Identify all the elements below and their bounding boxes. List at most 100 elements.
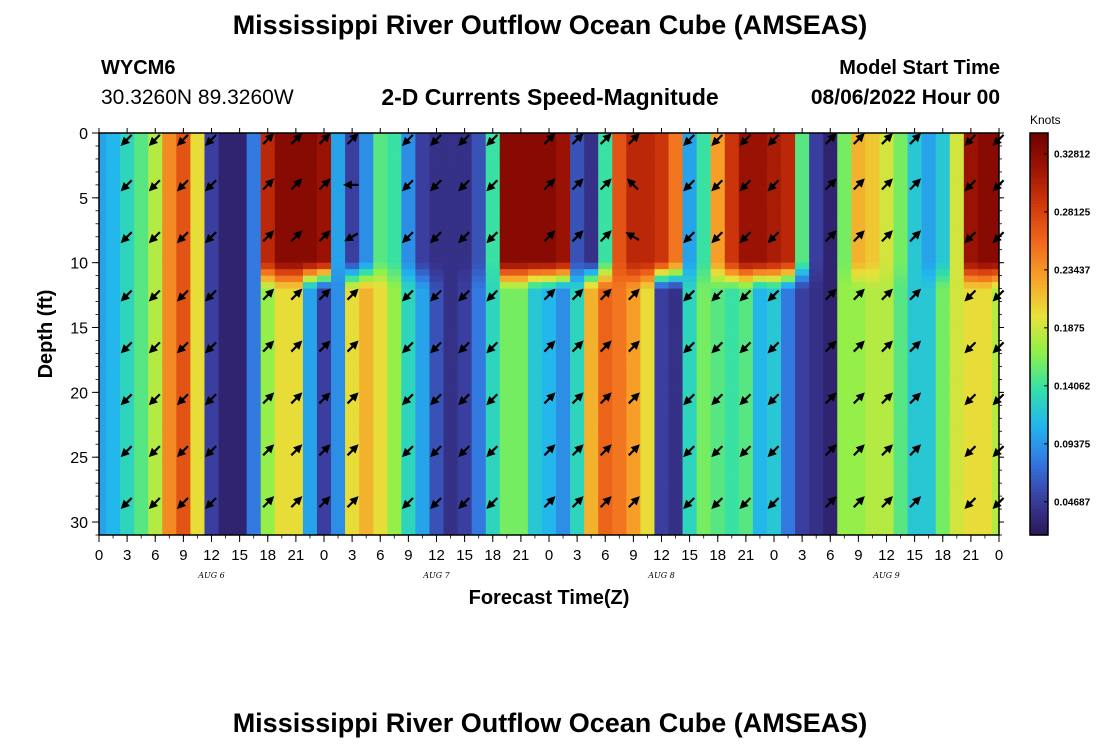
heatmap-cell bbox=[935, 502, 951, 510]
heatmap-cell bbox=[612, 346, 627, 355]
heatmap-cell bbox=[204, 405, 220, 413]
heatmap-cell bbox=[99, 275, 107, 283]
colorbar-segment bbox=[1030, 136, 1048, 141]
heatmap-cell bbox=[935, 133, 951, 141]
heatmap-cell bbox=[598, 145, 613, 154]
heatmap-cell bbox=[499, 282, 515, 290]
heatmap-cell bbox=[260, 165, 276, 173]
heatmap-cell bbox=[148, 359, 163, 368]
heatmap-cell bbox=[682, 256, 698, 264]
heatmap-cell bbox=[640, 476, 656, 484]
colorbar-segment bbox=[1030, 133, 1048, 137]
heatmap-cell bbox=[401, 158, 416, 167]
heatmap-cell bbox=[752, 444, 768, 452]
heatmap-cell bbox=[176, 418, 191, 426]
heatmap-cell bbox=[331, 424, 346, 432]
current-vector-arrow bbox=[964, 231, 977, 244]
heatmap-cell bbox=[851, 437, 866, 445]
heatmap-cell bbox=[907, 191, 923, 199]
heatmap-cell bbox=[668, 314, 684, 322]
heatmap-cell bbox=[851, 282, 866, 290]
heatmap-cell bbox=[134, 327, 149, 335]
heatmap-cell bbox=[148, 405, 163, 413]
heatmap-cell bbox=[232, 230, 248, 238]
heatmap-cell bbox=[570, 243, 585, 251]
heatmap-cell bbox=[907, 424, 923, 432]
heatmap-cell bbox=[162, 379, 177, 387]
heatmap-cell bbox=[935, 210, 951, 218]
heatmap-cell bbox=[99, 437, 107, 445]
heatmap-cell bbox=[921, 457, 937, 465]
heatmap-cell bbox=[640, 496, 656, 504]
heatmap-cell bbox=[471, 275, 487, 283]
heatmap-cell bbox=[949, 223, 965, 231]
heatmap-cell bbox=[443, 457, 459, 465]
heatmap-cell bbox=[401, 437, 416, 445]
heatmap-cell bbox=[288, 528, 304, 535]
heatmap-cell bbox=[977, 398, 993, 406]
colorbar-segment bbox=[1030, 236, 1048, 241]
heatmap-cell bbox=[991, 431, 999, 439]
heatmap-cell bbox=[795, 463, 810, 471]
heatmap-cell bbox=[598, 243, 613, 251]
heatmap-cell bbox=[963, 314, 979, 322]
heatmap-cell bbox=[485, 522, 501, 530]
heatmap-cell bbox=[963, 483, 979, 491]
heatmap-cell bbox=[682, 327, 698, 335]
heatmap-cell bbox=[570, 509, 585, 517]
heatmap-cell bbox=[415, 379, 431, 387]
heatmap-cell bbox=[190, 463, 206, 471]
heatmap-cell bbox=[499, 230, 515, 238]
heatmap-cell bbox=[879, 139, 895, 147]
heatmap-cell bbox=[260, 275, 276, 283]
heatmap-cell bbox=[176, 178, 191, 186]
heatmap-cell bbox=[302, 243, 318, 251]
heatmap-cell bbox=[612, 269, 627, 277]
heatmap-cell bbox=[288, 418, 304, 426]
heatmap-cell bbox=[204, 496, 220, 504]
heatmap-cell bbox=[148, 321, 163, 329]
heatmap-cell bbox=[331, 171, 346, 179]
heatmap-cell bbox=[401, 210, 416, 218]
heatmap-cell bbox=[823, 346, 838, 355]
heatmap-cell bbox=[499, 489, 515, 497]
current-vector-arrow bbox=[543, 230, 556, 243]
heatmap-cell bbox=[921, 444, 937, 452]
heatmap-cell bbox=[584, 340, 599, 348]
heatmap-cell bbox=[570, 327, 585, 335]
heatmap-cell bbox=[710, 334, 726, 342]
heatmap-cell bbox=[570, 204, 585, 212]
heatmap-cell bbox=[316, 256, 332, 264]
heatmap-cell bbox=[612, 463, 627, 471]
heatmap-cell bbox=[570, 418, 585, 426]
heatmap-cell bbox=[162, 275, 177, 283]
heatmap-cell bbox=[443, 424, 459, 432]
heatmap-cell bbox=[274, 470, 290, 478]
heatmap-cell bbox=[626, 528, 641, 535]
heatmap-cell bbox=[485, 405, 501, 413]
heatmap-cell bbox=[696, 398, 712, 406]
current-vector-arrow bbox=[318, 392, 331, 405]
heatmap-cell bbox=[963, 256, 979, 264]
heatmap-cell bbox=[541, 450, 557, 458]
heatmap-cell bbox=[316, 243, 332, 251]
heatmap-cell bbox=[724, 133, 740, 141]
heatmap-cell bbox=[485, 158, 501, 167]
heatmap-cell bbox=[935, 171, 951, 179]
heatmap-cell bbox=[682, 385, 698, 393]
heatmap-cell bbox=[359, 152, 374, 160]
heatmap-cell bbox=[696, 509, 712, 517]
heatmap-cell bbox=[246, 210, 262, 218]
colorbar-segment bbox=[1030, 421, 1048, 426]
current-vector-arrow bbox=[683, 497, 695, 510]
heatmap-cell bbox=[443, 308, 459, 316]
heatmap-cell bbox=[612, 385, 627, 393]
heatmap-cell bbox=[302, 308, 318, 316]
heatmap-cell bbox=[316, 457, 332, 465]
heatmap-cell bbox=[541, 431, 557, 439]
heatmap-cell bbox=[260, 457, 276, 465]
heatmap-cell bbox=[415, 392, 431, 400]
heatmap-cell bbox=[963, 437, 979, 445]
heatmap-cell bbox=[190, 398, 206, 406]
heatmap-cell bbox=[570, 522, 585, 530]
